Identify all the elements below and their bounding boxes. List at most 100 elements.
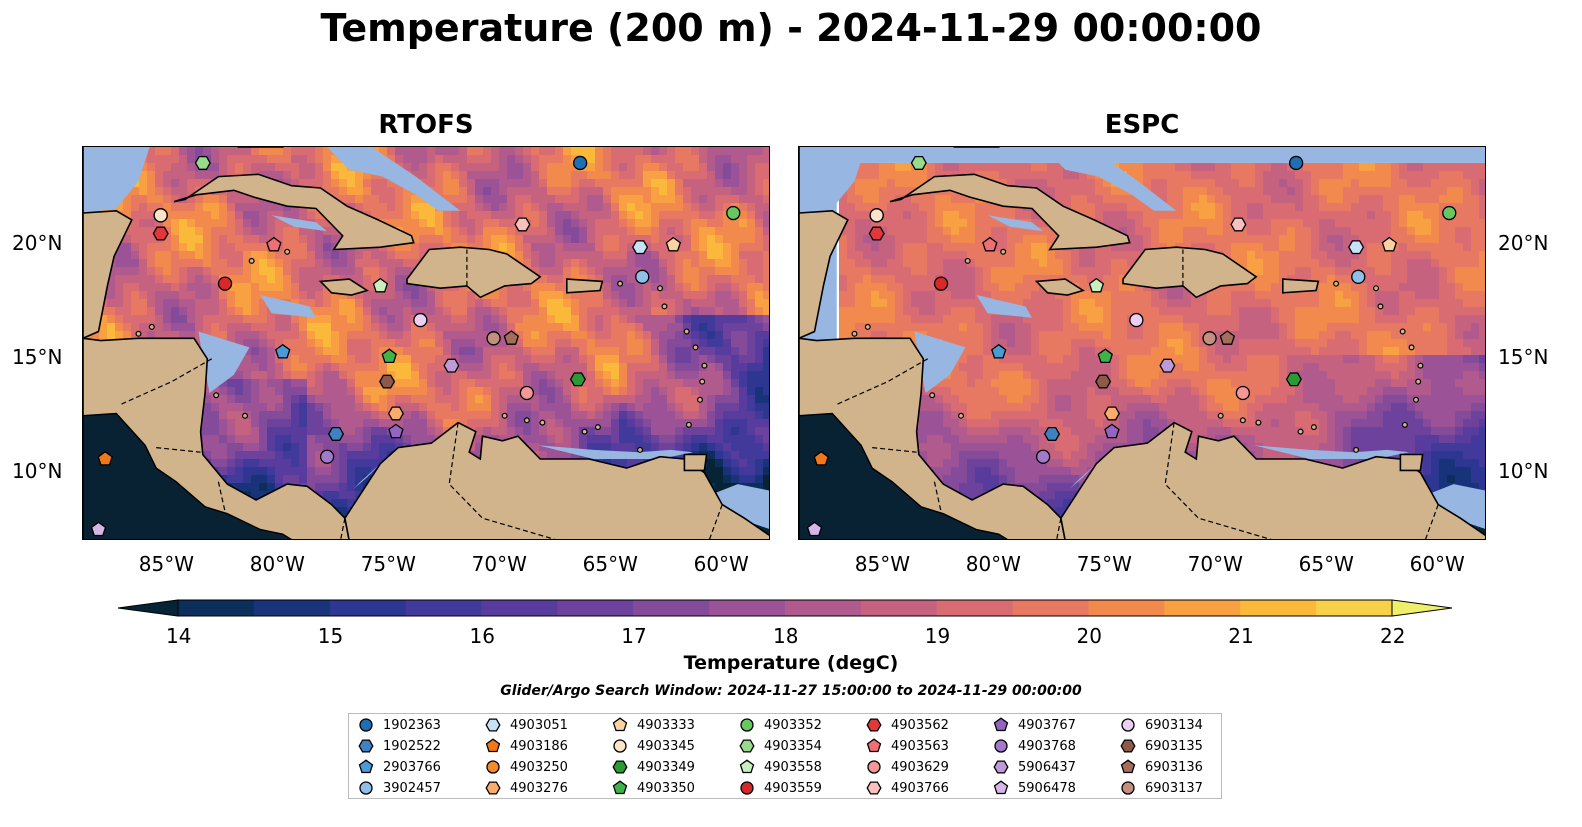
land-hispaniola	[406, 246, 542, 299]
legend-marker	[1120, 759, 1136, 774]
legend-item: 4903051	[484, 715, 568, 735]
legend-item: 4903186	[484, 736, 568, 756]
colorbar-tick-label: 17	[621, 624, 647, 648]
colorbar-tick-label: 20	[1076, 624, 1102, 648]
platform-4903350	[381, 348, 397, 364]
platform-6903136	[1219, 330, 1236, 345]
legend-label: 5906437	[1018, 759, 1076, 775]
rtofs-map	[82, 146, 770, 540]
legend-marker-4903767	[993, 717, 1009, 732]
legend-label: 4903350	[637, 780, 695, 796]
legend-item: 4903352	[738, 715, 822, 735]
colorbar-bin	[481, 600, 558, 616]
colorbar-tick-label: 18	[773, 624, 799, 648]
legend-label: 3902457	[383, 780, 441, 796]
shallow-shelf	[799, 147, 866, 213]
small-island	[213, 392, 220, 399]
legend-marker-4903629	[867, 760, 881, 774]
legend-marker-4903333	[612, 717, 628, 732]
legend-marker	[740, 718, 754, 732]
platform-4903558	[372, 277, 389, 293]
legend-item: 4903276	[484, 778, 568, 798]
colorbar-bin	[1240, 600, 1317, 616]
colorbar-bin	[709, 600, 786, 616]
shallow-shelf	[976, 295, 1032, 318]
shallow-shelf	[538, 445, 694, 459]
shallow-shelf	[708, 484, 769, 529]
legend-marker	[1121, 781, 1135, 795]
colorbar-bin	[936, 600, 1014, 616]
platform-5906437	[1159, 358, 1176, 373]
land-cuba	[889, 173, 1131, 251]
platform-2903766	[275, 343, 291, 359]
platform-1902363	[572, 155, 588, 171]
land-puertorico	[1281, 278, 1320, 294]
lat-tick-label-right: 20°N	[1498, 230, 1549, 255]
small-island	[1408, 344, 1415, 351]
legend-marker	[485, 738, 501, 753]
legend-label: 4903766	[891, 780, 949, 796]
small-island	[701, 362, 708, 369]
map-svg	[799, 147, 1485, 539]
land-yucatan	[799, 147, 849, 340]
country-border	[120, 358, 212, 405]
land-jamaica	[1034, 278, 1086, 296]
colorbar-tick-label: 22	[1380, 624, 1406, 648]
legend-item: 4903250	[484, 757, 568, 777]
shallow-shelf	[353, 463, 381, 489]
small-island	[1353, 446, 1360, 453]
legend-marker-4903354	[739, 739, 755, 753]
legend-label: 2903766	[383, 759, 441, 775]
platform-4903051	[632, 240, 649, 255]
legend-label: 4903354	[764, 738, 822, 754]
legend-label: 4903768	[1018, 738, 1076, 754]
platform-5906437	[443, 358, 460, 373]
platform-3902457	[635, 269, 650, 284]
small-island	[1217, 412, 1224, 419]
platform-4903767	[388, 423, 404, 439]
lon-tick-label: 65°W	[582, 552, 638, 576]
platform-6903134	[413, 312, 428, 328]
platform-1902522	[1043, 426, 1061, 441]
platform-4903349	[569, 372, 586, 387]
platform-5906478	[806, 521, 823, 537]
small-island	[929, 392, 936, 399]
lon-tick-label: 60°W	[693, 552, 749, 576]
legend-marker	[358, 739, 374, 753]
colorbar-bin	[1316, 600, 1393, 616]
platform-4903276	[1103, 406, 1120, 421]
legend-label: 6903135	[1145, 738, 1203, 754]
platform-6903136	[503, 330, 520, 345]
legend-marker-4903562	[866, 718, 882, 732]
legend-marker-4903766	[866, 781, 882, 795]
espc-map	[798, 146, 1486, 540]
small-island	[1000, 248, 1007, 255]
lon-tick-label: 85°W	[854, 552, 910, 576]
small-island	[657, 285, 664, 292]
platform-3902457	[1351, 269, 1366, 284]
platform-4903559	[217, 276, 233, 291]
platform-4903051	[1348, 240, 1365, 255]
figure-title: Temperature (200 m) - 2024-11-29 00:00:0…	[320, 6, 1262, 50]
legend-marker-6903137	[1121, 781, 1135, 795]
small-island	[964, 257, 971, 264]
small-island	[1399, 328, 1406, 335]
lon-tick-label: 80°W	[249, 552, 305, 576]
pacific-ocean	[799, 412, 1008, 539]
colorbar-bin	[785, 600, 862, 616]
small-island	[617, 280, 624, 287]
colorbar-extend-min	[117, 599, 179, 617]
legend-label: 4903333	[637, 717, 695, 733]
colorbar-extend-max	[1391, 599, 1453, 617]
legend-marker	[485, 781, 501, 795]
legend-label: 4903562	[891, 717, 949, 733]
legend-item: 4903768	[992, 736, 1076, 756]
shallow-shelf	[1043, 147, 1177, 211]
shallow-shelf	[1069, 463, 1097, 489]
legend-label: 4903345	[637, 738, 695, 754]
lat-tick-label-left: 20°N	[12, 230, 63, 255]
shallow-shelf	[1424, 484, 1485, 529]
legend-marker-4903349	[612, 760, 628, 774]
legend-item: 6903135	[1119, 736, 1203, 756]
lon-tick-label: 70°W	[471, 552, 527, 576]
